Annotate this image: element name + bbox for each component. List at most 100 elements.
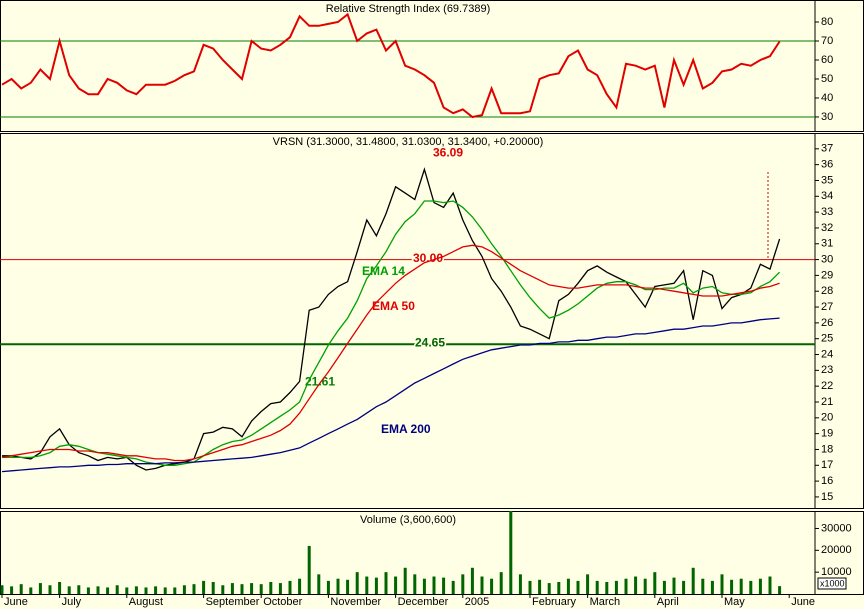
volume-bar: [288, 580, 292, 594]
volume-bar: [739, 578, 743, 594]
volume-bar: [163, 587, 167, 594]
panel-title: Volume (3,600,600): [360, 514, 456, 526]
volume-bar: [538, 579, 542, 594]
volume-bar: [672, 577, 676, 594]
volume-bar: [461, 574, 465, 594]
y-tick-label: 21: [821, 396, 833, 408]
panel-title: Relative Strength Index (69.7389): [326, 3, 491, 15]
volume-bar: [682, 580, 686, 594]
y-tick-label: 30: [821, 253, 833, 265]
volume-bar: [38, 583, 42, 594]
volume-bar: [29, 587, 33, 594]
volume-bar: [547, 583, 551, 594]
volume-bar: [0, 585, 4, 594]
y-tick-label: 23: [821, 364, 833, 376]
volume-bar: [566, 578, 570, 594]
volume-bar: [278, 583, 282, 594]
y-tick-label: 25: [821, 333, 833, 345]
volume-bar: [758, 578, 762, 594]
y-tick-label: 60: [821, 54, 833, 66]
volume-bar: [67, 586, 71, 594]
volume-bar: [221, 585, 225, 594]
volume-bar: [355, 572, 359, 594]
volume-bar: [384, 572, 388, 594]
x-tick-label: July: [62, 596, 82, 608]
y-tick-label: 34: [821, 190, 833, 202]
volume-bar: [710, 580, 714, 594]
volume-bar: [58, 581, 62, 594]
y-tick-label: 18: [821, 443, 833, 455]
volume-bar: [413, 574, 417, 594]
volume-bar: [346, 579, 350, 594]
volume-bar: [490, 578, 494, 594]
volume-bar: [768, 576, 772, 594]
y-tick-label: 20000: [821, 544, 852, 556]
volume-bar: [509, 511, 513, 594]
series-label: EMA 200: [381, 422, 431, 436]
volume-bar: [48, 585, 52, 594]
y-tick-label: 16: [821, 475, 833, 487]
volume-bar: [134, 586, 138, 594]
volume-bar: [499, 572, 503, 594]
volume-bar: [269, 581, 273, 594]
series-label: EMA 50: [372, 299, 415, 313]
y-tick-label: 40: [821, 92, 833, 104]
y-tick-label: 37: [821, 143, 833, 155]
volume-bar: [230, 583, 234, 594]
x-tick-label: June: [4, 596, 28, 608]
y-tick-label: 15: [821, 491, 833, 503]
volume-bar: [317, 574, 321, 594]
volume-bar: [144, 587, 148, 594]
volume-bar: [125, 587, 129, 594]
volume-bar: [749, 580, 753, 594]
volume-bar: [10, 586, 14, 594]
volume-bar: [624, 578, 628, 594]
reference-label: 24.65: [415, 335, 445, 349]
volume-bar: [518, 574, 522, 594]
y-tick-label: 19: [821, 428, 833, 440]
volume-bar: [298, 578, 302, 594]
volume-bar: [586, 574, 590, 594]
series-line: [1, 244, 780, 462]
volume-bar: [173, 587, 177, 594]
x-tick-label: April: [657, 596, 679, 608]
reference-label: 30.00: [413, 251, 443, 265]
y-tick-label: 36: [821, 159, 833, 171]
volume-bar: [442, 577, 446, 594]
volume-bar: [182, 585, 186, 594]
volume-bar: [653, 572, 657, 594]
volume-bar: [595, 580, 599, 594]
volume-bar: [192, 584, 196, 594]
x-tick-label: October: [263, 596, 302, 608]
x-tick-label: June: [791, 596, 815, 608]
volume-bar: [662, 580, 666, 594]
y-tick-label: 24: [821, 348, 833, 360]
volume-bar: [778, 586, 782, 594]
x-tick-label: March: [590, 596, 621, 608]
volume-bar: [634, 576, 638, 594]
y-tick-label: 30000: [821, 522, 852, 534]
volume-bar: [701, 578, 705, 594]
annotation: 21.61: [305, 375, 335, 389]
volume-bar: [374, 577, 378, 594]
volume-bar: [576, 580, 580, 594]
y-tick-label: 29: [821, 269, 833, 281]
y-tick-label: 33: [821, 206, 833, 218]
volume-bar: [211, 581, 215, 594]
volume-bar: [614, 580, 618, 594]
volume-bar: [394, 576, 398, 594]
y-tick-label: 27: [821, 301, 833, 313]
x-tick-label: May: [724, 596, 745, 608]
volume-bar: [365, 576, 369, 594]
y-tick-label: 28: [821, 285, 833, 297]
series-line: [1, 317, 780, 473]
series-line: [2, 200, 781, 466]
y-tick-label: 10000: [821, 566, 852, 578]
volume-bar: [336, 578, 340, 594]
series-line: [2, 167, 781, 471]
volume-bar: [730, 579, 734, 594]
x-tick-label: August: [129, 596, 163, 608]
x-tick-label: December: [398, 596, 449, 608]
